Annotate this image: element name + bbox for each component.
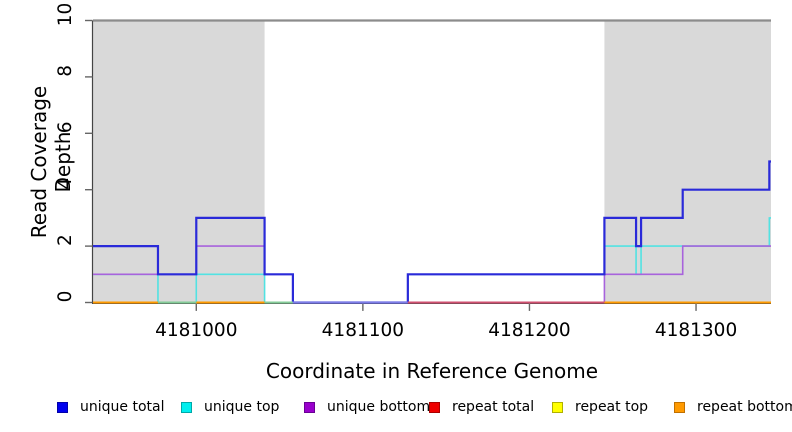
legend-item-unique-bottom: unique bottom — [304, 396, 430, 418]
x-tick-label: 4181200 — [488, 320, 570, 341]
y-tick-label: 10 — [55, 3, 76, 27]
unique-total-swatch-icon — [57, 401, 68, 413]
unique-top-swatch-icon — [181, 401, 192, 413]
y-tick-label: 2 — [55, 234, 76, 246]
repeat-top-swatch-icon — [552, 401, 563, 413]
legend-item-repeat-total: repeat total — [429, 396, 534, 418]
x-tick-label: 4181100 — [322, 320, 404, 341]
repeat-total-swatch-icon — [429, 401, 440, 413]
y-tick-label: 6 — [55, 121, 76, 133]
x-tick-label: 4181000 — [155, 320, 237, 341]
x-axis-label: Coordinate in Reference Genome — [265, 359, 599, 383]
legend-item-repeat-top: repeat top — [552, 396, 648, 418]
legend-label: unique top — [204, 399, 280, 415]
repeat-bottom-swatch-icon — [674, 401, 685, 413]
series-line-unique-total — [93, 160, 771, 304]
legend-label: unique total — [80, 399, 165, 415]
y-tick-label: 0 — [55, 291, 76, 303]
legend-item-unique-top: unique top — [181, 396, 279, 418]
legend-item-unique-total: unique total — [57, 396, 164, 418]
legend-label: repeat top — [575, 399, 649, 415]
repeat-region-shade — [93, 21, 265, 303]
y-tick-label: 8 — [55, 65, 76, 77]
y-axis-label: Read Coverage Depth — [27, 85, 75, 239]
legend-label: unique bottom — [327, 399, 431, 415]
unique-bottom-swatch-icon — [304, 401, 315, 413]
legend-label: repeat total — [452, 399, 535, 415]
legend: unique total unique top unique bottom re… — [0, 396, 792, 420]
repeat-region-shade — [604, 21, 771, 303]
y-tick-label: 4 — [55, 178, 76, 190]
legend-item-repeat-bottom: repeat bottom — [674, 396, 792, 418]
legend-label: repeat bottom — [697, 399, 792, 415]
x-tick-label: 4181300 — [655, 320, 737, 341]
